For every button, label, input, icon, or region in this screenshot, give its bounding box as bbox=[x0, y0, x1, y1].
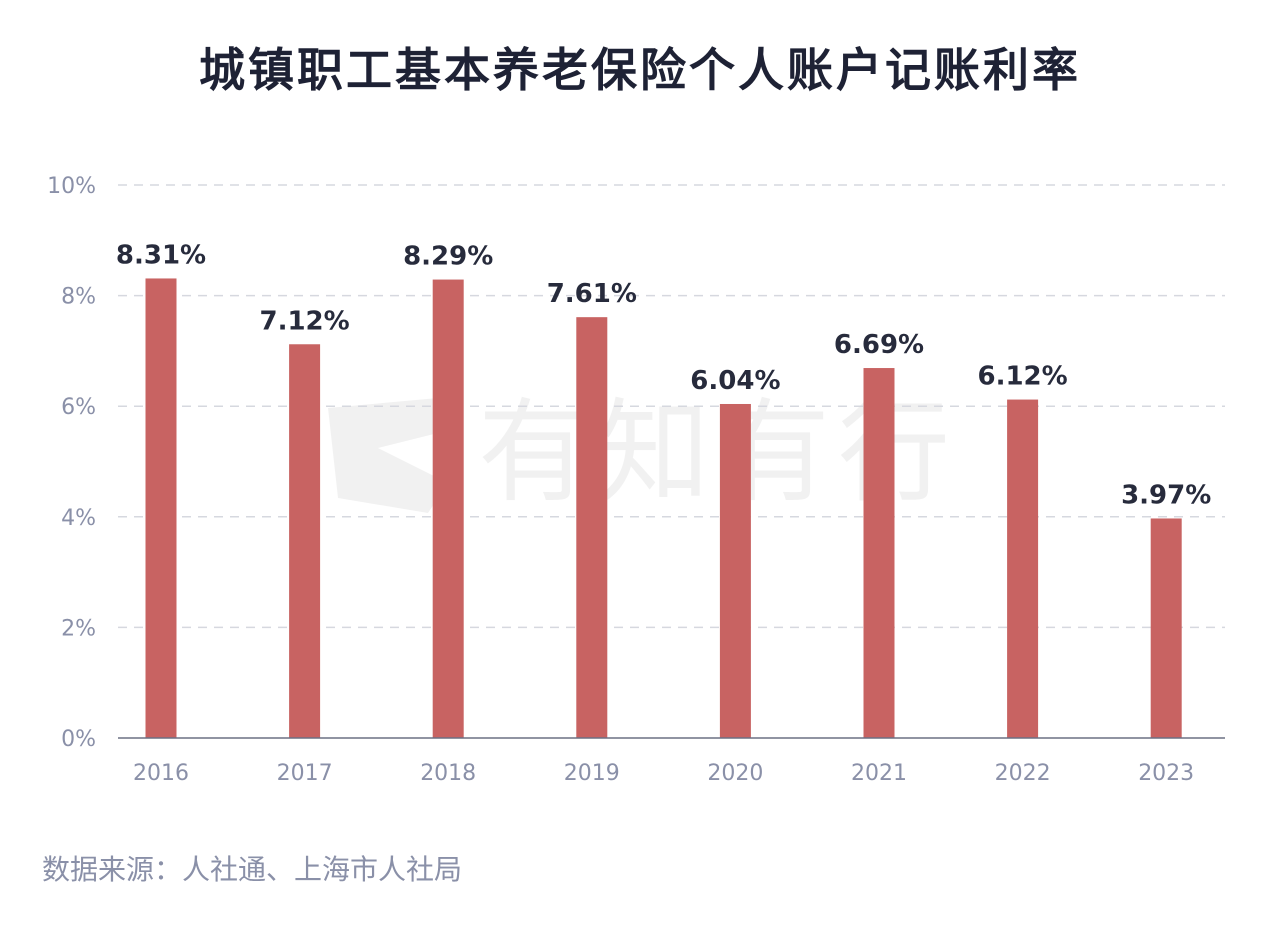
x-tick-label: 2018 bbox=[420, 761, 476, 786]
bar bbox=[289, 344, 321, 738]
x-tick-label: 2019 bbox=[564, 761, 620, 786]
x-tick-label: 2017 bbox=[277, 761, 333, 786]
y-tick-label: 4% bbox=[61, 506, 96, 531]
data-label: 6.04% bbox=[690, 366, 780, 396]
y-tick-label: 2% bbox=[61, 616, 96, 641]
bar bbox=[432, 279, 464, 738]
bar bbox=[863, 368, 895, 738]
data-label: 7.12% bbox=[259, 306, 349, 336]
x-tick-label: 2021 bbox=[851, 761, 907, 786]
data-label: 6.12% bbox=[977, 362, 1067, 392]
x-tick-label: 2022 bbox=[995, 761, 1051, 786]
y-tick-label: 0% bbox=[61, 727, 96, 752]
x-tick-label: 2020 bbox=[707, 761, 763, 786]
y-tick-label: 6% bbox=[61, 395, 96, 420]
data-label: 8.31% bbox=[116, 240, 206, 270]
bar bbox=[719, 403, 751, 738]
data-label: 8.29% bbox=[403, 242, 493, 272]
data-label: 3.97% bbox=[1121, 480, 1211, 510]
data-label: 6.69% bbox=[834, 330, 924, 360]
y-tick-label: 8% bbox=[61, 285, 96, 310]
y-tick-label: 10% bbox=[47, 174, 96, 199]
data-source-note: 数据来源：人社通、上海市人社局 bbox=[42, 853, 463, 886]
x-tick-label: 2016 bbox=[133, 761, 189, 786]
chart-title: 城镇职工基本养老保险个人账户记账利率 bbox=[199, 43, 1081, 97]
bar bbox=[1150, 518, 1182, 738]
bar bbox=[145, 278, 177, 738]
data-label: 7.61% bbox=[547, 279, 637, 309]
bar bbox=[1007, 399, 1039, 738]
bar bbox=[576, 317, 608, 738]
x-tick-label: 2023 bbox=[1138, 761, 1194, 786]
